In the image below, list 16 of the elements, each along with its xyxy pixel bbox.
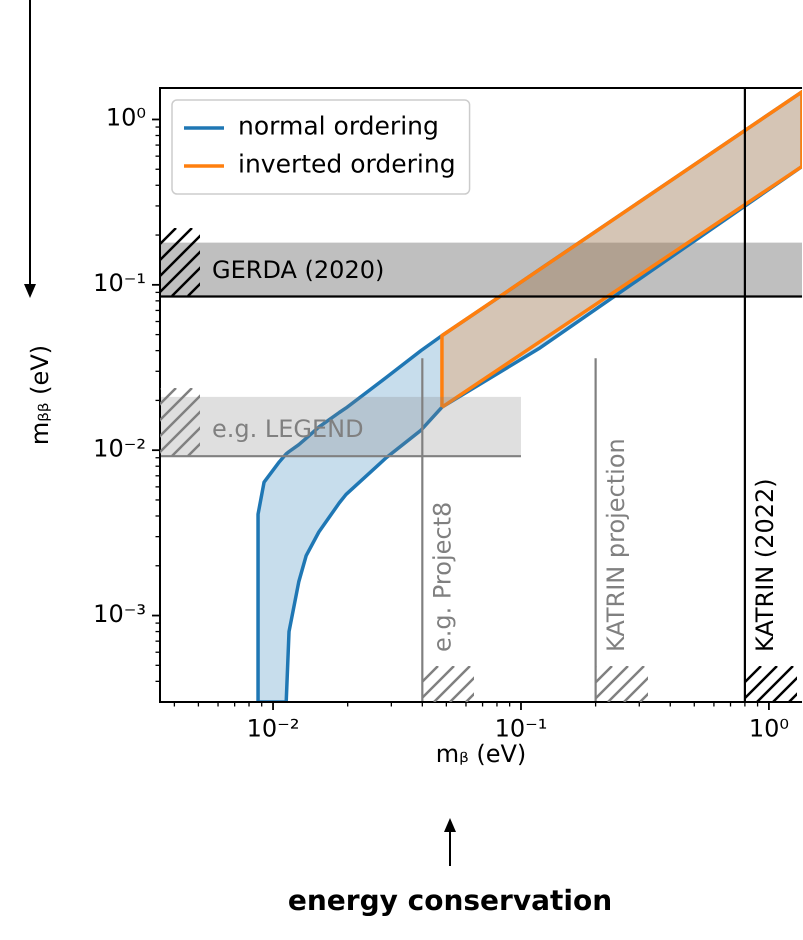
legend-label: inverted ordering	[238, 150, 456, 178]
legend-label: normal ordering	[238, 112, 439, 140]
y-tick-label: 10⁻³	[93, 600, 146, 628]
x-tick-label: 10⁻¹	[494, 714, 548, 743]
y-axis-title: mᵦᵦ (eV)	[26, 344, 54, 446]
x-tick-label: 10⁰	[748, 714, 790, 743]
y-tick-label: 10⁰	[106, 104, 146, 132]
text: KATRIN projection	[602, 438, 630, 652]
y-tick-label: 10⁻²	[93, 434, 146, 462]
text: energy conservation	[286, 884, 614, 917]
y-tick-label: 10⁻¹	[93, 269, 146, 298]
x-tick-label: 10⁻²	[246, 714, 300, 743]
ref-line-label: KATRIN (2022)	[751, 478, 780, 652]
text: e.g. Project8	[428, 502, 457, 652]
band-label: GERDA (2020)	[212, 256, 384, 284]
x-axis-title: mᵦ (eV)	[436, 740, 526, 768]
